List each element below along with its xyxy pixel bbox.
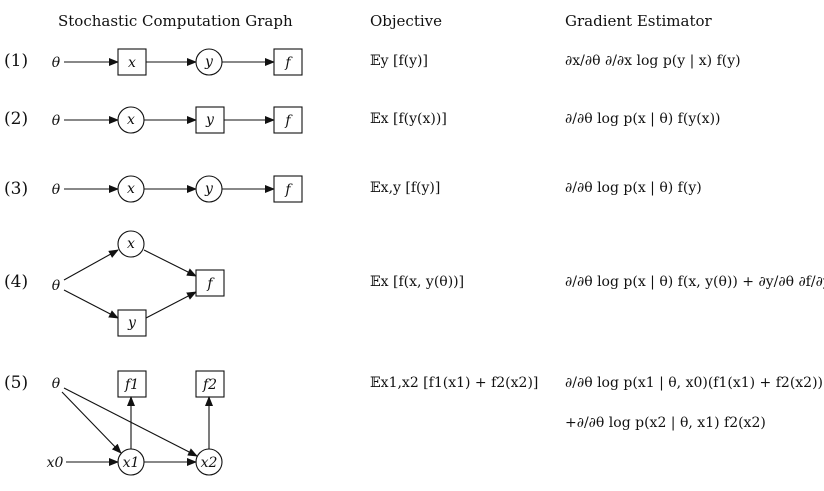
node-x: x (127, 181, 135, 197)
node-theta: θ (52, 55, 61, 71)
node-x: x (127, 112, 135, 128)
row-label-1: (1) (4, 51, 29, 71)
objective-2: 𝔼x [f(y(x))] (370, 111, 447, 127)
node-y: y (204, 54, 214, 70)
node-f: f (284, 182, 293, 198)
objective-1: 𝔼y [f(y)] (370, 53, 428, 69)
row-label-2: (2) (4, 109, 29, 129)
node-theta: θ (52, 278, 61, 294)
graph-row-2 (64, 106, 303, 134)
node-x1: x1 (123, 455, 140, 471)
header-graph: Stochastic Computation Graph (58, 12, 293, 30)
row-label-5: (5) (4, 373, 29, 393)
node-f: f (284, 55, 293, 71)
estimator-3: ∂/∂θ log p(x | θ) f(y) (565, 180, 702, 196)
node-x2: x2 (201, 455, 218, 471)
node-x: x (127, 236, 135, 252)
row-label-3: (3) (4, 179, 29, 199)
objective-3: 𝔼x,y [f(y)] (370, 180, 441, 196)
graph-row-4 (63, 230, 225, 337)
node-f2: f2 (202, 377, 217, 393)
node-y: y (204, 181, 214, 197)
node-theta: θ (52, 182, 61, 198)
node-theta: θ (52, 113, 61, 129)
header-estimator: Gradient Estimator (565, 12, 712, 30)
graph-row-1 (64, 48, 303, 76)
node-f: f (206, 276, 215, 292)
estimator-5-line1: ∂/∂θ log p(x1 | θ, x0)(f1(x1) + f2(x2)) (565, 375, 824, 391)
node-x0: x0 (47, 455, 64, 471)
estimator-4: ∂/∂θ log p(x | θ) f(x, y(θ)) + ∂y/∂θ ∂f/… (565, 274, 824, 290)
estimator-1: ∂x/∂θ ∂/∂x log p(y | x) f(y) (565, 53, 741, 69)
node-x: x (128, 55, 136, 71)
estimator-2: ∂/∂θ log p(x | θ) f(y(x)) (565, 111, 721, 127)
node-f: f (284, 113, 293, 129)
row-label-4: (4) (4, 272, 29, 292)
estimator-5-line2: +∂/∂θ log p(x2 | θ, x1) f2(x2) (565, 415, 766, 431)
graph-row-5 (61, 370, 225, 476)
graph-row-3 (64, 175, 303, 203)
objective-4: 𝔼x [f(x, y(θ))] (370, 274, 465, 290)
header-objective: Objective (370, 12, 443, 30)
node-y: y (205, 112, 215, 128)
objective-5: 𝔼x1,x2 [f1(x1) + f2(x2)] (370, 375, 539, 391)
node-f1: f1 (124, 377, 139, 393)
node-theta: θ (52, 376, 61, 392)
node-y: y (127, 315, 137, 331)
